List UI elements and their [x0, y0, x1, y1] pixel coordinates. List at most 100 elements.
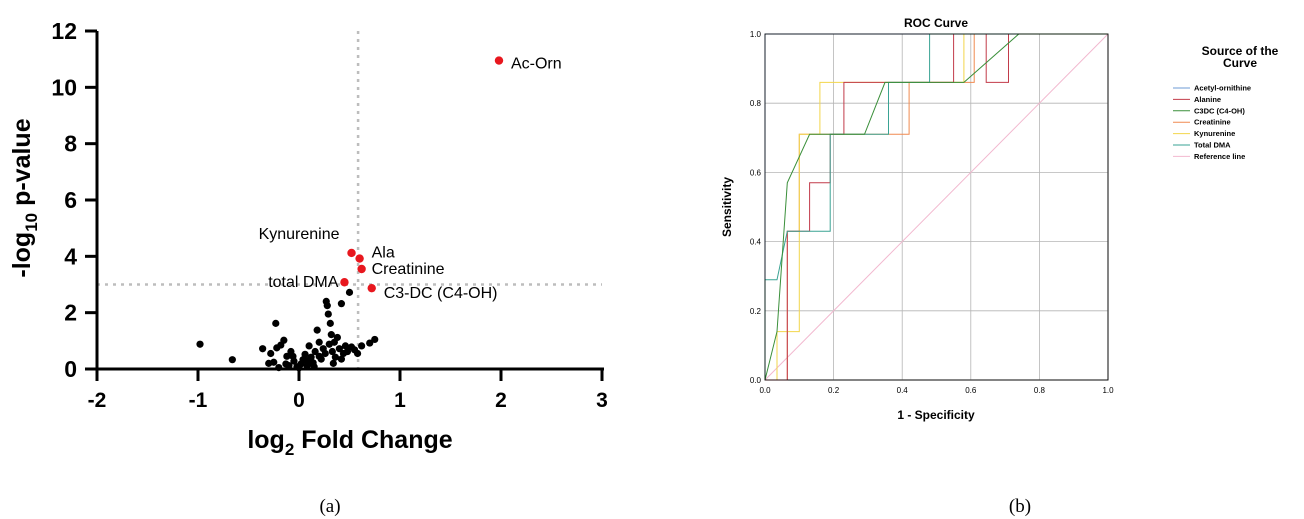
- volcano-y-tick-label: 4: [64, 243, 77, 269]
- roc-x-tick-label: 0.0: [759, 386, 771, 395]
- legend-entry-alanine: Alanine: [1194, 95, 1221, 104]
- roc-series-line-reference-line: [764, 33, 1109, 381]
- roc-x-ticks: 0.0 0.2 0.4 0.6 0.8 1.0: [759, 386, 1114, 395]
- legend-entry-total-dma: Total DMA: [1194, 141, 1231, 150]
- threshold-lines: [97, 31, 602, 369]
- volcano-x-tick-label: 1: [394, 389, 406, 412]
- data-point: [353, 349, 362, 358]
- volcano-x-ticks: -2 -1 0 1 2 3: [88, 369, 608, 412]
- data-point: [310, 363, 318, 371]
- data-point: [326, 319, 334, 327]
- volcano-y-tick-label: 12: [51, 18, 77, 44]
- roc-x-tick-label: 0.4: [897, 386, 909, 395]
- data-point: [366, 339, 374, 347]
- volcano-x-tick-label: 0: [293, 389, 305, 412]
- point-label-kynurenine: Kynurenine: [259, 226, 340, 243]
- roc-grid: [765, 34, 1108, 380]
- data-point: [267, 349, 275, 358]
- data-point: [328, 347, 336, 356]
- data-point: [273, 344, 281, 352]
- data-point: [315, 338, 323, 346]
- data-point: [289, 352, 297, 360]
- volcano-y-tick-label: 0: [64, 356, 77, 382]
- roc-title: ROC Curve: [904, 16, 968, 30]
- legend-entry-reference-line: Reference line: [1194, 152, 1245, 161]
- roc-x-tick-label: 0.8: [1034, 386, 1046, 395]
- roc-series-line-c3dc-c4-oh: [764, 33, 1108, 381]
- data-point: [275, 363, 283, 372]
- roc-x-axis-label: 1 - Specificity: [897, 408, 975, 422]
- roc-legend: Source of the Curve Acetyl-ornithine Alani…: [1173, 44, 1279, 161]
- legend-entry-creatinine: Creatinine: [1194, 118, 1231, 127]
- data-point: [305, 359, 313, 367]
- significant-point-creatinine: [357, 264, 366, 274]
- volcano-x-tick-label: 2: [495, 389, 507, 412]
- significant-point-kynurenine: [347, 248, 356, 258]
- data-point: [272, 319, 280, 327]
- data-point: [305, 342, 313, 350]
- significant-point-c3-dc-c4-oh: [367, 283, 376, 293]
- data-point: [337, 300, 346, 308]
- data-point: [265, 359, 273, 367]
- volcano-x-tick-label: -1: [189, 389, 208, 412]
- significant-point-ac-orn: [494, 56, 504, 65]
- significant-point-ala: [355, 254, 364, 263]
- volcano-y-tick-label: 10: [51, 74, 77, 100]
- data-point: [301, 350, 309, 358]
- roc-series-line-total-dma: [764, 33, 1108, 380]
- data-point: [321, 349, 329, 358]
- roc-y-axis-label: Sensitivity: [720, 177, 734, 237]
- point-label-total-dma: total DMA: [268, 274, 339, 291]
- point-label-ala: Ala: [372, 245, 395, 262]
- volcano-y-tick-label: 2: [64, 300, 77, 326]
- legend-entry-kynurenine: Kynurenine: [1194, 129, 1235, 138]
- data-point: [324, 310, 332, 318]
- data-point: [282, 360, 290, 368]
- panel-label-b: (b): [1009, 496, 1031, 517]
- data-point: [371, 335, 379, 344]
- data-point: [337, 355, 346, 363]
- roc-y-ticks: 0.0 0.2 0.4 0.6 0.8 1.0: [750, 30, 762, 385]
- roc-y-tick-label: 0.4: [750, 238, 762, 247]
- volcano-y-axis-label: -log10 p-value: [8, 118, 41, 277]
- data-point: [331, 353, 339, 361]
- data-point: [358, 342, 366, 350]
- data-point: [283, 352, 291, 360]
- point-label-creatinine: Creatinine: [372, 261, 445, 278]
- data-point: [329, 359, 337, 367]
- roc-y-tick-label: 1.0: [750, 30, 762, 39]
- legend-entry-acetyl-ornithine: Acetyl-ornithine: [1194, 84, 1251, 93]
- volcano-y-tick-label: 6: [64, 187, 77, 213]
- data-point: [335, 345, 343, 353]
- data-point: [323, 302, 331, 310]
- roc-y-tick-label: 0.8: [750, 99, 762, 108]
- legend-entry-c3dc-c4-oh: C3DC (C4-OH): [1194, 106, 1245, 115]
- roc-x-tick-label: 1.0: [1102, 386, 1114, 395]
- point-label-ac-orn: Ac-Orn: [511, 56, 562, 73]
- data-point: [228, 356, 236, 364]
- data-point: [313, 326, 321, 334]
- legend-title: Source of the Curve: [1202, 44, 1279, 70]
- roc-y-tick-label: 0.6: [750, 168, 762, 177]
- roc-plot-frame: [764, 33, 1109, 381]
- data-point: [315, 352, 323, 360]
- volcano-x-tick-label: -2: [88, 389, 107, 412]
- volcano-x-axis-label: log2 Fold Change: [247, 426, 452, 459]
- data-point: [327, 331, 335, 339]
- volcano-y-tick-label: 8: [64, 131, 77, 157]
- significant-point-total-dma: [340, 278, 349, 287]
- data-point: [341, 342, 350, 350]
- roc-chart: 0.0 0.2 0.4 0.6 0.8 1.0 0.0 0.2 0.4 0.6 0.8 1.0 RO…: [720, 16, 1279, 422]
- data-point: [259, 345, 267, 353]
- roc-x-tick-label: 0.2: [828, 386, 840, 395]
- volcano-y-ticks: 0 2 4 6 8 10 12: [51, 18, 97, 382]
- roc-series: [764, 33, 1109, 381]
- data-point: [280, 336, 288, 344]
- volcano-x-tick-label: 3: [596, 389, 608, 412]
- data-point: [196, 340, 204, 348]
- panel-label-a: (a): [319, 496, 340, 517]
- data-point: [345, 288, 354, 296]
